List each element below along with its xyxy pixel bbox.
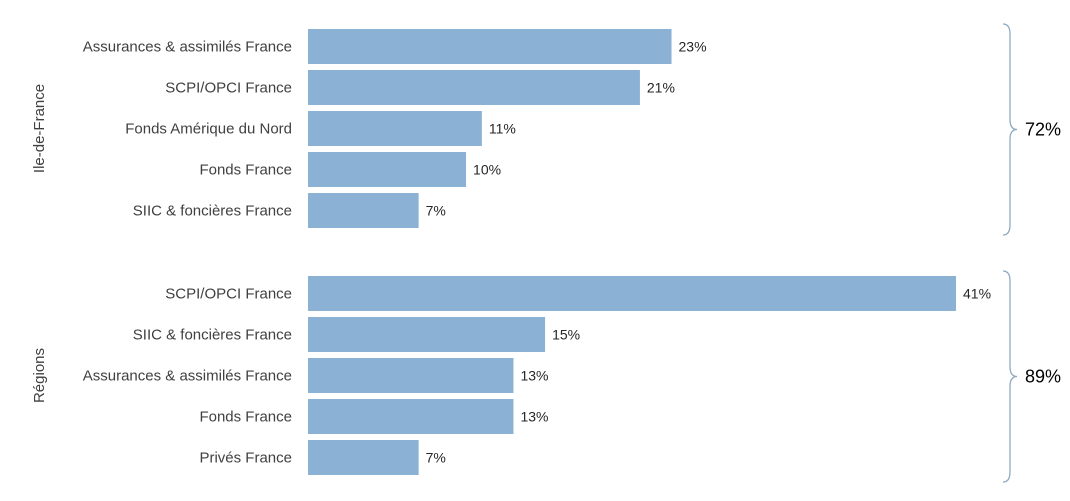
bar-2-1 (308, 276, 956, 311)
bar-1-2 (308, 70, 640, 105)
category-label: Fonds France (199, 162, 292, 179)
data-label: 21% (647, 80, 675, 96)
category-label: Assurances & assimilés France (83, 39, 292, 56)
group-brace (1002, 23, 1018, 236)
data-label: 7% (426, 450, 446, 466)
data-label: 10% (473, 162, 501, 178)
group-label: Ile-de-France (31, 84, 48, 173)
bar-1-3 (308, 111, 482, 146)
data-label: 13% (520, 368, 548, 384)
category-label: Fonds Amérique du Nord (125, 121, 292, 138)
bar-1-1 (308, 29, 672, 64)
category-label: SIIC & foncières France (133, 327, 292, 344)
bar-2-4 (308, 399, 514, 434)
bar-1-4 (308, 152, 467, 187)
bar-2-5 (308, 440, 419, 475)
data-label: 11% (489, 121, 516, 137)
data-label: 13% (520, 409, 548, 425)
bar-2-3 (308, 358, 514, 393)
group-total-label: 72% (1025, 120, 1061, 140)
category-label: Privés France (199, 450, 292, 467)
category-label: SIIC & foncières France (133, 203, 292, 220)
category-label: Fonds France (199, 409, 292, 426)
data-label: 41% (963, 286, 991, 302)
group-brace (1002, 270, 1018, 483)
group-total-label: 89% (1025, 367, 1061, 387)
data-label: 7% (426, 203, 446, 219)
category-label: Assurances & assimilés France (83, 368, 292, 385)
bar-2-2 (308, 317, 546, 352)
category-label: SCPI/OPCI France (165, 80, 292, 97)
group-label: Régions (31, 348, 48, 403)
data-label: 23% (679, 39, 707, 55)
data-label: 15% (552, 327, 580, 343)
category-label: SCPI/OPCI France (165, 286, 292, 303)
bar-1-5 (308, 193, 419, 228)
